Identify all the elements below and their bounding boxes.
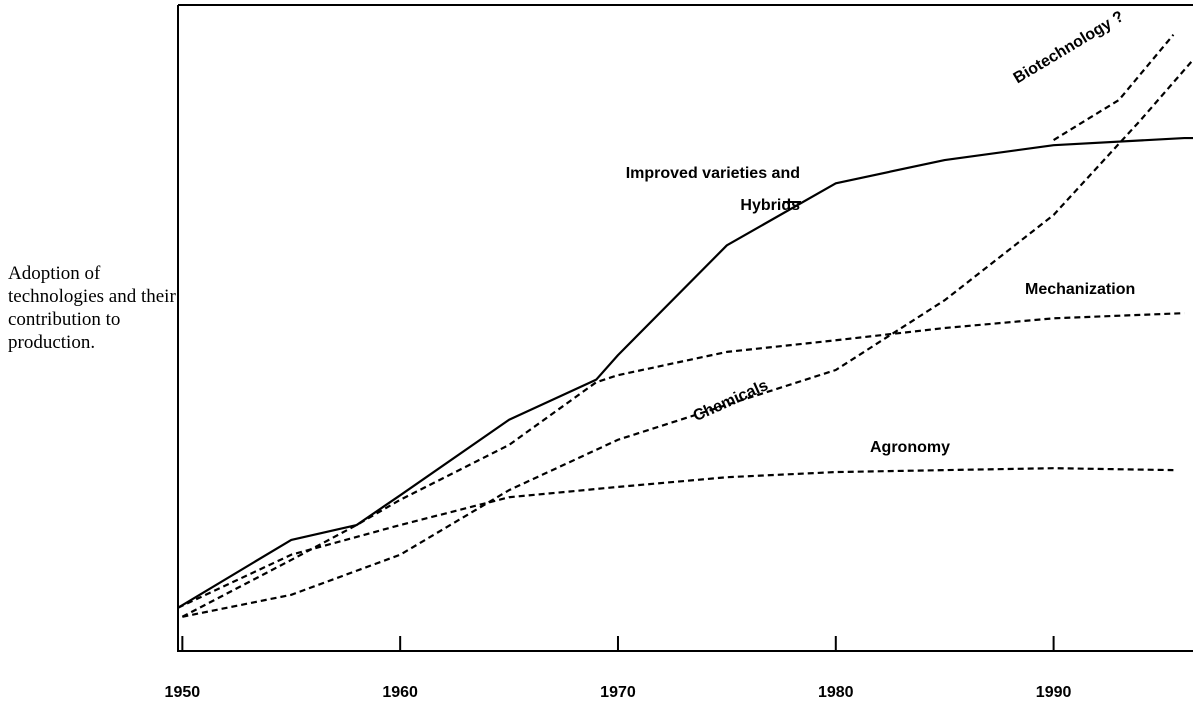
x-tick-label: 1960 bbox=[382, 684, 418, 701]
y-axis-label: Adoption of technologies and their contr… bbox=[8, 263, 176, 353]
series-line bbox=[1053, 34, 1175, 141]
series-label: Agronomy bbox=[870, 439, 950, 456]
x-tick-label: 1990 bbox=[1036, 684, 1072, 701]
series-line bbox=[181, 312, 1185, 618]
series-line bbox=[177, 467, 1174, 609]
series-label: Mechanization bbox=[1025, 281, 1136, 298]
series-line bbox=[177, 136, 1193, 609]
x-tick-label: 1970 bbox=[600, 684, 636, 701]
series-label: Improved varieties and Hybrids bbox=[625, 165, 800, 214]
x-tick-label: 1950 bbox=[165, 684, 201, 701]
x-tick-label: 1980 bbox=[818, 684, 854, 701]
series-line bbox=[182, 59, 1194, 618]
